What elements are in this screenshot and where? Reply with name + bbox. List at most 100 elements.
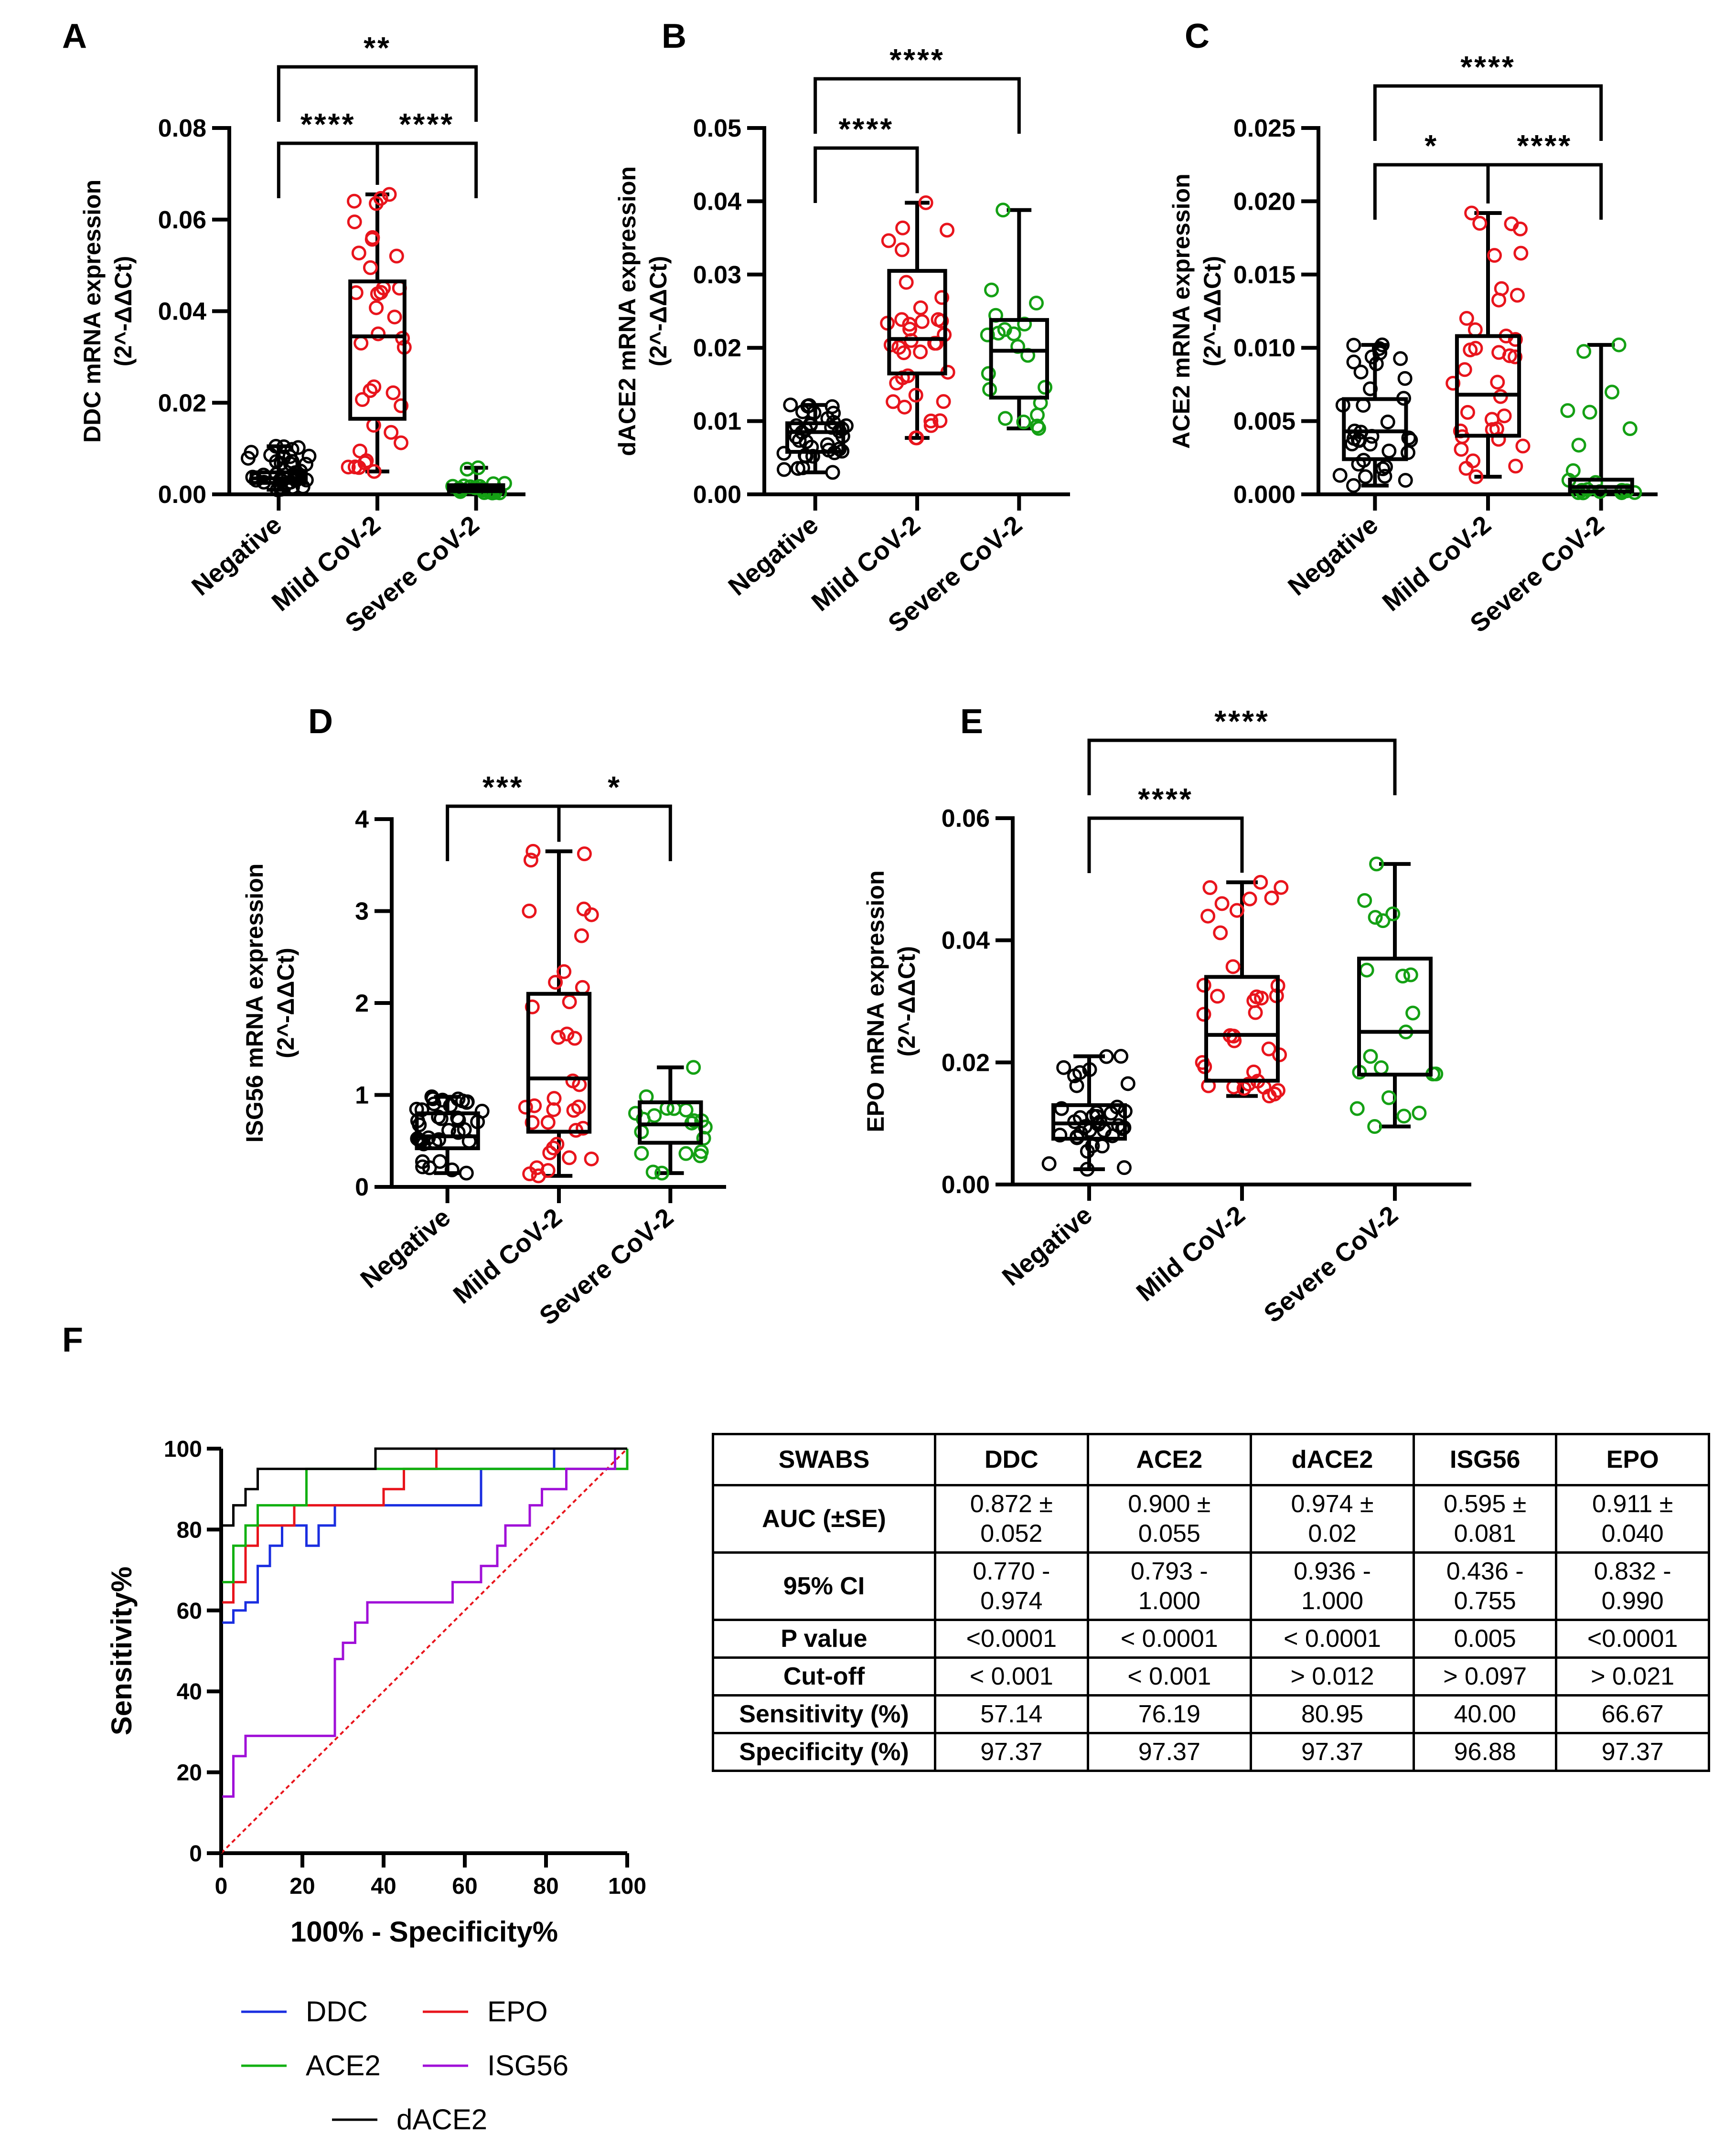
table-row-header: Cut-off: [712, 1656, 936, 1697]
data-point: [886, 394, 901, 409]
data-point: [540, 1163, 556, 1178]
data-point: [896, 345, 911, 361]
table-cell-line: 0.055: [1138, 1520, 1200, 1548]
data-point: [645, 1164, 661, 1180]
data-point: [1346, 354, 1361, 370]
data-point: [997, 411, 1013, 426]
category-label: Mild CoV-2: [1377, 510, 1497, 617]
legend-label-isg56: ISG56: [487, 2049, 568, 2081]
data-point: [1082, 1062, 1097, 1077]
table-cell-line: 0.974 ±: [1291, 1490, 1374, 1518]
legend-label-ace2: ACE2: [306, 2049, 381, 2081]
roc-y-tick-label: 60: [177, 1599, 202, 1624]
data-point: [1202, 880, 1218, 895]
panel-label-f: F: [62, 1321, 83, 1359]
y-tick-label: 0.00: [942, 1171, 990, 1199]
table-column-header: EPO: [1555, 1433, 1710, 1486]
roc-x-tick-label: 20: [289, 1874, 315, 1899]
significance-label: ***: [482, 770, 524, 804]
data-point: [776, 462, 792, 477]
data-point: [1368, 910, 1383, 925]
significance-label: ****: [1517, 128, 1573, 163]
data-point: [1513, 245, 1529, 261]
data-point: [1381, 1090, 1396, 1105]
table-row: P value <0.0001 < 0.0001 < 0.0001 0.005 <0.00…: [712, 1619, 1710, 1659]
data-point: [584, 1151, 599, 1166]
table-cell: 97.37: [1249, 1732, 1415, 1772]
table-row: Cut-off < 0.001 < 0.001 > 0.012 > 0.097 > 0.0…: [712, 1656, 1710, 1697]
data-point: [1016, 415, 1031, 430]
table-cell: 0.770 -0.974: [934, 1551, 1089, 1621]
table-cell-line: 0.040: [1601, 1520, 1664, 1548]
roc-reference-line: [220, 1448, 628, 1854]
table-cell: 76.19: [1086, 1694, 1252, 1734]
table-cell: 97.37: [1086, 1732, 1252, 1772]
data-point: [525, 999, 540, 1014]
panel-C: 0.000 0.005 0.010 0.015 0.020 0.025 ACE2 mRNA …: [1168, 50, 1658, 638]
table-row-header: Specificity (%): [712, 1732, 936, 1772]
data-point: [574, 928, 589, 943]
significance-label: *: [1424, 128, 1438, 163]
y-axis-label-unit: (2^-ΔΔCt): [110, 256, 137, 367]
data-point: [415, 1159, 430, 1174]
data-point: [351, 245, 366, 261]
y-axis-label-unit: (2^-ΔΔCt): [893, 946, 920, 1057]
table-row: Sensitivity (%) 57.14 76.19 80.95 40.00 66.67: [712, 1694, 1710, 1734]
table-cell-line: 1.000: [1138, 1587, 1200, 1615]
y-tick-label: 3: [355, 898, 369, 926]
data-point: [825, 465, 840, 480]
data-point: [263, 448, 278, 463]
table-cell-line: 97.37: [1138, 1738, 1200, 1766]
legend-label-dace2: dACE2: [396, 2103, 487, 2135]
table-cell-line: < 0.0001: [1120, 1625, 1218, 1653]
y-tick-label: 0.000: [1233, 481, 1296, 509]
data-point: [347, 214, 362, 230]
panel-E: 0.00 0.02 0.04 0.06 EPO mRNA expression (2^-Δ…: [862, 704, 1471, 1328]
data-point: [385, 385, 401, 400]
table-cell-line: 80.95: [1301, 1700, 1364, 1728]
table-cell: > 0.097: [1413, 1656, 1558, 1697]
data-point: [562, 994, 577, 1010]
category-label: Negative: [355, 1203, 456, 1294]
data-point: [1582, 405, 1597, 420]
data-point: [932, 413, 948, 428]
y-axis-label: dACE2 mRNA expression: [614, 166, 641, 456]
data-point: [1248, 1005, 1263, 1020]
data-point: [369, 300, 384, 315]
data-point: [284, 442, 300, 457]
data-point: [1490, 374, 1505, 390]
data-point: [838, 418, 854, 433]
data-point: [1213, 925, 1228, 940]
significance-bracket: [1373, 84, 1603, 141]
table-cell: 40.00: [1413, 1694, 1558, 1734]
data-point: [908, 387, 923, 403]
panel-label-d: D: [308, 703, 333, 741]
box-iqr: [1204, 975, 1280, 1083]
data-point: [654, 1165, 670, 1181]
table-column-header: ACE2: [1086, 1433, 1252, 1486]
table-row-header: Sensitivity (%): [712, 1694, 936, 1734]
data-point: [459, 1165, 474, 1181]
data-point: [1468, 341, 1483, 356]
data-point: [1398, 473, 1413, 488]
table-row: AUC (±SE) 0.872 ±0.052 0.900 ±0.055 0.974 ±…: [712, 1484, 1710, 1554]
table-cell: < 0.001: [1086, 1656, 1252, 1697]
data-point: [559, 1026, 575, 1042]
data-point: [1460, 405, 1475, 420]
significance-label: ****: [889, 43, 945, 77]
y-tick-label: 0.06: [158, 206, 206, 234]
data-point: [460, 461, 475, 477]
category-label: Negative: [1283, 510, 1383, 601]
table-cell-line: 0.081: [1454, 1520, 1516, 1548]
data-point: [980, 327, 995, 342]
panel-label-c: C: [1185, 17, 1210, 55]
y-tick-label: 2: [355, 990, 369, 1017]
data-point: [540, 1115, 556, 1130]
data-point: [1029, 418, 1045, 434]
significance-label: **: [364, 31, 391, 65]
data-point: [696, 1131, 711, 1146]
data-point: [826, 406, 841, 421]
table-cell-line: 0.005: [1454, 1625, 1516, 1653]
data-point: [370, 286, 385, 301]
